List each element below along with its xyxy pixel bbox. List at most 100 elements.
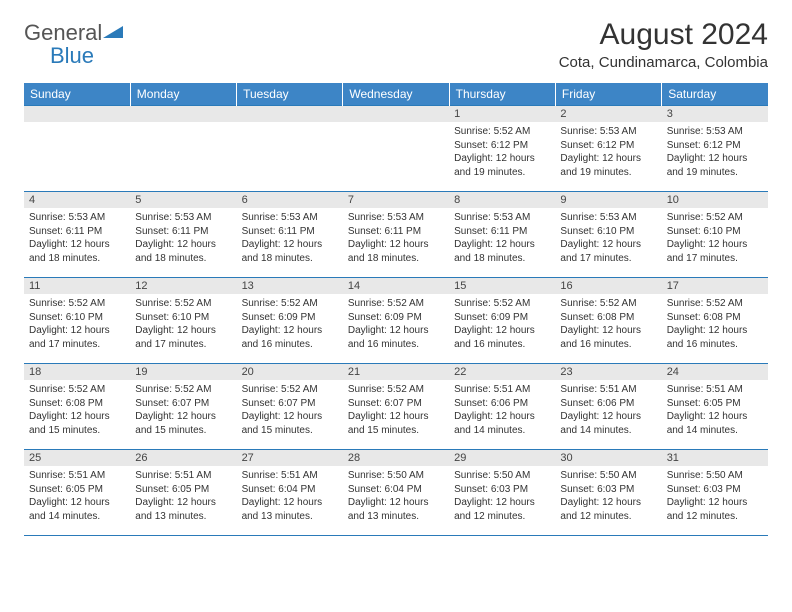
calendar-row: 4Sunrise: 5:53 AMSunset: 6:11 PMDaylight… bbox=[24, 192, 768, 278]
day-number: 10 bbox=[662, 192, 768, 208]
calendar-cell: 17Sunrise: 5:52 AMSunset: 6:08 PMDayligh… bbox=[662, 278, 768, 364]
calendar-cell: 9Sunrise: 5:53 AMSunset: 6:10 PMDaylight… bbox=[555, 192, 661, 278]
day-number: 26 bbox=[130, 450, 236, 466]
day-number: 13 bbox=[237, 278, 343, 294]
day-number bbox=[24, 106, 130, 122]
calendar-cell: 16Sunrise: 5:52 AMSunset: 6:08 PMDayligh… bbox=[555, 278, 661, 364]
day-data: Sunrise: 5:52 AMSunset: 6:09 PMDaylight:… bbox=[343, 294, 449, 354]
day-data: Sunrise: 5:52 AMSunset: 6:09 PMDaylight:… bbox=[237, 294, 343, 354]
day-data: Sunrise: 5:51 AMSunset: 6:06 PMDaylight:… bbox=[555, 380, 661, 440]
calendar-head: SundayMondayTuesdayWednesdayThursdayFrid… bbox=[24, 83, 768, 106]
day-data: Sunrise: 5:52 AMSunset: 6:07 PMDaylight:… bbox=[237, 380, 343, 440]
calendar-cell: 18Sunrise: 5:52 AMSunset: 6:08 PMDayligh… bbox=[24, 364, 130, 450]
logo-triangle-icon bbox=[103, 24, 123, 45]
day-data: Sunrise: 5:51 AMSunset: 6:05 PMDaylight:… bbox=[130, 466, 236, 526]
day-data: Sunrise: 5:50 AMSunset: 6:04 PMDaylight:… bbox=[343, 466, 449, 526]
day-data: Sunrise: 5:53 AMSunset: 6:12 PMDaylight:… bbox=[555, 122, 661, 182]
day-data: Sunrise: 5:52 AMSunset: 6:09 PMDaylight:… bbox=[449, 294, 555, 354]
day-number: 3 bbox=[662, 106, 768, 122]
day-number: 16 bbox=[555, 278, 661, 294]
day-data: Sunrise: 5:53 AMSunset: 6:11 PMDaylight:… bbox=[237, 208, 343, 268]
calendar-cell: 2Sunrise: 5:53 AMSunset: 6:12 PMDaylight… bbox=[555, 106, 661, 192]
calendar-cell: 30Sunrise: 5:50 AMSunset: 6:03 PMDayligh… bbox=[555, 450, 661, 536]
day-data: Sunrise: 5:53 AMSunset: 6:11 PMDaylight:… bbox=[24, 208, 130, 268]
calendar-cell: 11Sunrise: 5:52 AMSunset: 6:10 PMDayligh… bbox=[24, 278, 130, 364]
day-number: 25 bbox=[24, 450, 130, 466]
day-number: 4 bbox=[24, 192, 130, 208]
day-number: 2 bbox=[555, 106, 661, 122]
day-data: Sunrise: 5:52 AMSunset: 6:10 PMDaylight:… bbox=[24, 294, 130, 354]
day-data: Sunrise: 5:53 AMSunset: 6:11 PMDaylight:… bbox=[343, 208, 449, 268]
day-number: 27 bbox=[237, 450, 343, 466]
calendar-cell: 6Sunrise: 5:53 AMSunset: 6:11 PMDaylight… bbox=[237, 192, 343, 278]
calendar-cell: 29Sunrise: 5:50 AMSunset: 6:03 PMDayligh… bbox=[449, 450, 555, 536]
day-number: 11 bbox=[24, 278, 130, 294]
day-number: 8 bbox=[449, 192, 555, 208]
weekday-header: Wednesday bbox=[343, 83, 449, 106]
weekday-header: Tuesday bbox=[237, 83, 343, 106]
day-data: Sunrise: 5:51 AMSunset: 6:06 PMDaylight:… bbox=[449, 380, 555, 440]
day-number: 24 bbox=[662, 364, 768, 380]
day-number: 6 bbox=[237, 192, 343, 208]
day-data: Sunrise: 5:52 AMSunset: 6:08 PMDaylight:… bbox=[555, 294, 661, 354]
day-data: Sunrise: 5:50 AMSunset: 6:03 PMDaylight:… bbox=[662, 466, 768, 526]
day-data: Sunrise: 5:53 AMSunset: 6:11 PMDaylight:… bbox=[449, 208, 555, 268]
day-number: 14 bbox=[343, 278, 449, 294]
calendar-row: 1Sunrise: 5:52 AMSunset: 6:12 PMDaylight… bbox=[24, 106, 768, 192]
calendar-cell: 7Sunrise: 5:53 AMSunset: 6:11 PMDaylight… bbox=[343, 192, 449, 278]
calendar-cell: 13Sunrise: 5:52 AMSunset: 6:09 PMDayligh… bbox=[237, 278, 343, 364]
day-data: Sunrise: 5:51 AMSunset: 6:05 PMDaylight:… bbox=[662, 380, 768, 440]
day-data: Sunrise: 5:53 AMSunset: 6:11 PMDaylight:… bbox=[130, 208, 236, 268]
calendar-cell bbox=[130, 106, 236, 192]
day-number bbox=[343, 106, 449, 122]
calendar-cell: 24Sunrise: 5:51 AMSunset: 6:05 PMDayligh… bbox=[662, 364, 768, 450]
calendar-cell: 31Sunrise: 5:50 AMSunset: 6:03 PMDayligh… bbox=[662, 450, 768, 536]
calendar-cell: 4Sunrise: 5:53 AMSunset: 6:11 PMDaylight… bbox=[24, 192, 130, 278]
day-number: 15 bbox=[449, 278, 555, 294]
day-number: 21 bbox=[343, 364, 449, 380]
day-data: Sunrise: 5:52 AMSunset: 6:10 PMDaylight:… bbox=[662, 208, 768, 268]
day-number: 18 bbox=[24, 364, 130, 380]
day-data: Sunrise: 5:50 AMSunset: 6:03 PMDaylight:… bbox=[555, 466, 661, 526]
day-number: 29 bbox=[449, 450, 555, 466]
calendar-body: 1Sunrise: 5:52 AMSunset: 6:12 PMDaylight… bbox=[24, 106, 768, 536]
title-block: August 2024 Cota, Cundinamarca, Colombia bbox=[559, 18, 768, 71]
calendar-cell: 26Sunrise: 5:51 AMSunset: 6:05 PMDayligh… bbox=[130, 450, 236, 536]
calendar-cell: 3Sunrise: 5:53 AMSunset: 6:12 PMDaylight… bbox=[662, 106, 768, 192]
month-title: August 2024 bbox=[559, 18, 768, 52]
calendar-cell: 1Sunrise: 5:52 AMSunset: 6:12 PMDaylight… bbox=[449, 106, 555, 192]
calendar-cell: 12Sunrise: 5:52 AMSunset: 6:10 PMDayligh… bbox=[130, 278, 236, 364]
day-number: 17 bbox=[662, 278, 768, 294]
calendar-row: 18Sunrise: 5:52 AMSunset: 6:08 PMDayligh… bbox=[24, 364, 768, 450]
day-number: 7 bbox=[343, 192, 449, 208]
day-number: 30 bbox=[555, 450, 661, 466]
calendar-cell: 5Sunrise: 5:53 AMSunset: 6:11 PMDaylight… bbox=[130, 192, 236, 278]
day-number: 1 bbox=[449, 106, 555, 122]
day-number: 20 bbox=[237, 364, 343, 380]
logo-word2: Blue bbox=[24, 43, 94, 68]
weekday-header: Thursday bbox=[449, 83, 555, 106]
calendar-cell: 15Sunrise: 5:52 AMSunset: 6:09 PMDayligh… bbox=[449, 278, 555, 364]
calendar-cell bbox=[237, 106, 343, 192]
day-data: Sunrise: 5:51 AMSunset: 6:04 PMDaylight:… bbox=[237, 466, 343, 526]
day-number bbox=[130, 106, 236, 122]
calendar-cell: 23Sunrise: 5:51 AMSunset: 6:06 PMDayligh… bbox=[555, 364, 661, 450]
location: Cota, Cundinamarca, Colombia bbox=[559, 54, 768, 71]
calendar-row: 11Sunrise: 5:52 AMSunset: 6:10 PMDayligh… bbox=[24, 278, 768, 364]
calendar-cell: 19Sunrise: 5:52 AMSunset: 6:07 PMDayligh… bbox=[130, 364, 236, 450]
calendar-cell: 25Sunrise: 5:51 AMSunset: 6:05 PMDayligh… bbox=[24, 450, 130, 536]
calendar-cell: 27Sunrise: 5:51 AMSunset: 6:04 PMDayligh… bbox=[237, 450, 343, 536]
day-number: 23 bbox=[555, 364, 661, 380]
calendar-cell bbox=[343, 106, 449, 192]
calendar-cell: 8Sunrise: 5:53 AMSunset: 6:11 PMDaylight… bbox=[449, 192, 555, 278]
day-number: 31 bbox=[662, 450, 768, 466]
day-data: Sunrise: 5:52 AMSunset: 6:12 PMDaylight:… bbox=[449, 122, 555, 182]
day-number: 12 bbox=[130, 278, 236, 294]
calendar-cell bbox=[24, 106, 130, 192]
day-data: Sunrise: 5:50 AMSunset: 6:03 PMDaylight:… bbox=[449, 466, 555, 526]
day-number: 22 bbox=[449, 364, 555, 380]
calendar-table: SundayMondayTuesdayWednesdayThursdayFrid… bbox=[24, 83, 768, 536]
logo: General Blue bbox=[24, 18, 123, 68]
day-data: Sunrise: 5:52 AMSunset: 6:08 PMDaylight:… bbox=[662, 294, 768, 354]
logo-word1: General bbox=[24, 20, 102, 45]
